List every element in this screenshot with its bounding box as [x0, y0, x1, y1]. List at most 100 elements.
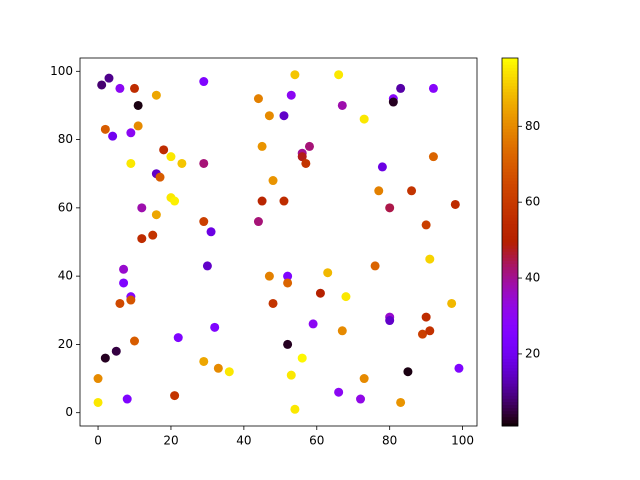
colorbar-swatch: [502, 177, 518, 182]
colorbar-swatch: [502, 88, 518, 93]
point: [403, 367, 413, 377]
colorbar-swatch: [502, 401, 518, 406]
colorbar-swatch: [502, 251, 518, 255]
colorbar-swatch: [502, 309, 518, 314]
colorbar-swatch: [502, 410, 518, 415]
colorbar-swatch: [502, 306, 518, 310]
colorbar-swatch: [502, 284, 518, 289]
point: [151, 90, 161, 100]
point: [257, 196, 267, 206]
colorbar-swatch: [502, 334, 518, 338]
point: [253, 217, 263, 227]
colorbar-swatch: [502, 312, 518, 317]
colorbar-swatch: [502, 217, 518, 222]
point: [170, 196, 180, 206]
colorbar-swatch: [502, 67, 518, 71]
point: [454, 363, 464, 373]
colorbar-swatch: [502, 107, 518, 111]
colorbar-swatch: [502, 281, 518, 286]
colorbar-swatch: [502, 174, 518, 179]
colorbar-swatch: [502, 125, 518, 130]
point: [199, 217, 209, 227]
colorbar-swatch: [502, 140, 518, 145]
colorbar-swatch: [502, 263, 518, 268]
point: [130, 336, 140, 346]
point: [337, 100, 347, 110]
colorbar-frame: [501, 57, 519, 427]
point: [130, 83, 140, 93]
point: [119, 278, 129, 288]
colorbar-swatch: [502, 134, 518, 139]
colorbar-swatch: [502, 318, 518, 323]
point: [323, 268, 333, 278]
x-tick-label: 40: [236, 434, 251, 448]
y-tick-label: 40: [58, 269, 73, 283]
point: [137, 203, 147, 213]
point: [421, 312, 431, 322]
colorbar-swatch: [502, 137, 518, 142]
colorbar-swatch: [502, 143, 518, 148]
colorbar-swatch: [502, 159, 518, 163]
colorbar-swatch: [502, 361, 518, 366]
colorbar-tick-label: 20: [525, 346, 540, 360]
colorbar-swatch: [502, 370, 518, 375]
colorbar-swatch: [502, 358, 518, 363]
colorbar-swatch: [502, 383, 518, 387]
colorbar-swatch: [502, 73, 518, 77]
point: [396, 83, 406, 93]
colorbar-swatch: [502, 85, 518, 90]
y-tick-label: 60: [58, 200, 73, 214]
point: [264, 271, 274, 281]
colorbar-swatch: [502, 100, 518, 105]
point: [407, 186, 417, 196]
point: [421, 220, 431, 230]
x-tick-label: 60: [309, 434, 324, 448]
colorbar-swatch: [502, 189, 518, 194]
y-tick-label: 100: [50, 64, 73, 78]
colorbar-swatch: [502, 242, 518, 246]
colorbar-swatch: [502, 64, 518, 68]
point: [100, 124, 110, 134]
colorbar-swatch: [502, 183, 518, 188]
colorbar-swatch: [502, 113, 518, 117]
colorbar-tick-label: 40: [525, 271, 540, 285]
colorbar-swatch: [502, 168, 518, 172]
colorbar-swatch: [502, 294, 518, 298]
point: [170, 391, 180, 401]
colorbar-swatch: [502, 407, 518, 412]
colorbar-swatch: [502, 392, 518, 396]
colorbar-swatch: [502, 205, 518, 209]
point: [213, 363, 223, 373]
colorbar-swatch: [502, 300, 518, 304]
colorbar-swatch: [502, 352, 518, 356]
point: [253, 94, 263, 104]
colorbar-swatch: [502, 128, 518, 133]
y-tick-label: 0: [65, 405, 73, 419]
colorbar-swatch: [502, 202, 518, 206]
point: [283, 278, 293, 288]
point: [159, 145, 169, 155]
point: [115, 83, 125, 93]
colorbar-tick-label: 80: [525, 119, 540, 133]
point: [337, 326, 347, 336]
point: [264, 111, 274, 121]
point: [206, 227, 216, 237]
colorbar-swatch: [502, 211, 518, 215]
x-tick-label: 100: [451, 434, 474, 448]
point: [97, 80, 107, 90]
colorbar-swatch: [502, 122, 518, 126]
colorbar-swatch: [502, 330, 518, 335]
colorbar-swatch: [502, 337, 518, 341]
colorbar-swatch: [502, 291, 518, 295]
point: [428, 152, 438, 162]
point: [447, 298, 457, 308]
y-tick-label: 80: [58, 132, 73, 146]
colorbar-swatch: [502, 104, 518, 108]
colorbar-tick-label: 60: [525, 195, 540, 209]
point: [148, 230, 158, 240]
colorbar-swatch: [502, 110, 518, 114]
colorbar-swatch: [502, 321, 518, 326]
colorbar-swatch: [502, 275, 518, 280]
colorbar-swatch: [502, 245, 518, 249]
point: [428, 83, 438, 93]
